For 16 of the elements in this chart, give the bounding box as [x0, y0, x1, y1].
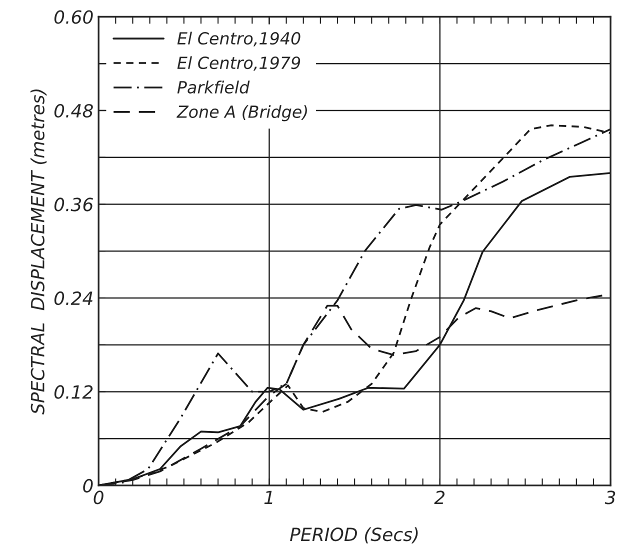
x-tick-label: 3 — [604, 490, 616, 504]
legend-label: El Centro,1979 — [177, 56, 300, 71]
legend-label: Parkfield — [177, 80, 250, 94]
y-tick-label: 0.36 — [54, 198, 93, 212]
y-tick-label: 0 — [83, 478, 93, 493]
y-tick-label: 0.12 — [54, 385, 93, 399]
x-axis-title: PERIOD (Secs) — [290, 527, 418, 544]
y-tick-label: 0.60 — [54, 10, 93, 24]
x-tick-label: 0 — [94, 490, 104, 504]
y-tick-label: 0.24 — [54, 291, 92, 306]
x-tick-label: 1 — [264, 490, 272, 504]
y-axis-title: SPECTRAL DISPLACEMENT (metres) — [30, 89, 47, 414]
legend-label: El Centro,1940 — [177, 32, 300, 46]
x-tick-label: 2 — [434, 490, 445, 504]
legend-label: Zone A (Bridge) — [176, 105, 307, 122]
y-tick-label: 0.48 — [54, 104, 93, 118]
